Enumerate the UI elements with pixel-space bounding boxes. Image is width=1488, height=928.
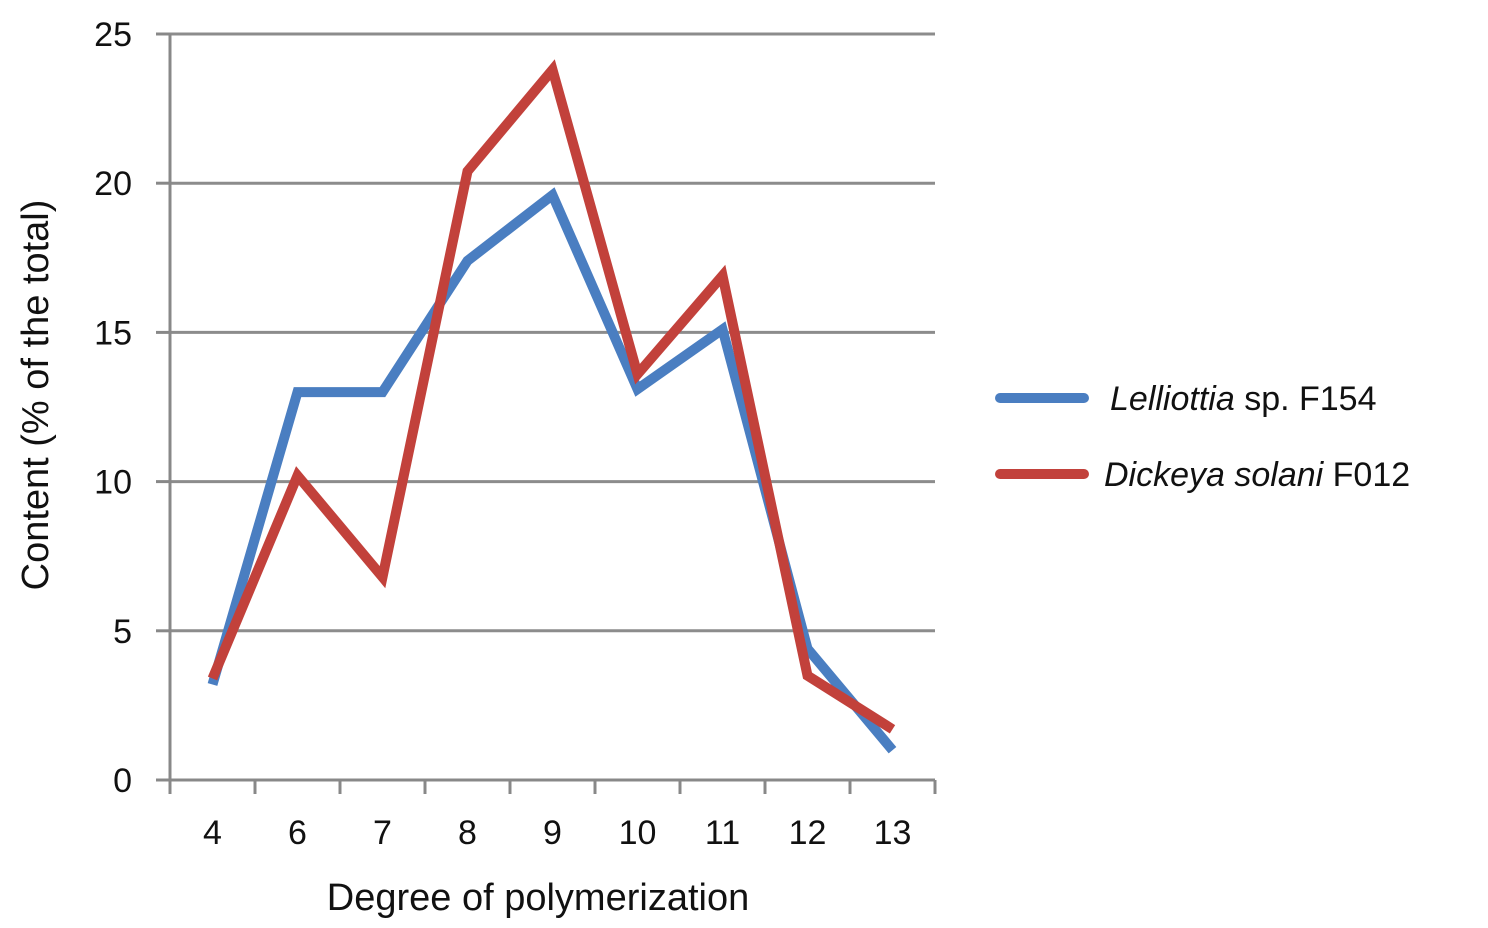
legend-label-series-2: Dickeya solani F012 bbox=[1104, 456, 1410, 494]
x-tick-label-7: 7 bbox=[373, 814, 392, 852]
y-tick-label-10: 10 bbox=[94, 464, 132, 502]
series-lines bbox=[207, 59, 898, 755]
legend-label-series-1: Lelliottia sp. F154 bbox=[1110, 380, 1377, 418]
legend-item-series-2: Dickeya solani F012 bbox=[995, 456, 1410, 494]
data-point-series-1-13 bbox=[888, 745, 898, 755]
x-tick-label-8: 8 bbox=[458, 814, 477, 852]
y-tick-label-15: 15 bbox=[94, 314, 132, 352]
series-line-1 bbox=[207, 187, 897, 754]
y-axis-title: Content (% of the total) bbox=[15, 200, 57, 591]
data-point-series-2-13 bbox=[888, 724, 898, 734]
legend: Lelliottia sp. F154 Dickeya solani F012 bbox=[995, 380, 1410, 494]
data-point-series-2-12 bbox=[803, 671, 813, 681]
data-point-series-2-8 bbox=[463, 166, 473, 176]
data-point-series-2-10 bbox=[633, 369, 643, 379]
x-tick-label-11: 11 bbox=[705, 814, 740, 852]
data-point-series-1-11 bbox=[718, 324, 728, 334]
x-tick-label-13: 13 bbox=[874, 814, 912, 852]
data-point-series-2-6 bbox=[293, 471, 303, 481]
data-point-series-1-7 bbox=[378, 387, 388, 397]
data-point-series-2-4 bbox=[208, 674, 218, 684]
y-tick-label-25: 25 bbox=[94, 16, 132, 54]
y-tick-label-20: 20 bbox=[94, 165, 132, 203]
x-tick-label-10: 10 bbox=[619, 814, 657, 852]
y-tick-label-0: 0 bbox=[113, 762, 132, 800]
gridlines bbox=[170, 32, 935, 633]
data-point-series-2-7 bbox=[378, 572, 388, 582]
x-tick-labels: 4 6 7 8 9 10 11 12 13 bbox=[203, 814, 911, 852]
data-point-series-1-10 bbox=[633, 384, 643, 394]
x-tick-label-4: 4 bbox=[203, 814, 222, 852]
axes bbox=[156, 32, 937, 794]
y-tick-labels: 0 5 10 15 20 25 bbox=[94, 16, 132, 800]
x-tick-label-9: 9 bbox=[543, 814, 562, 852]
data-point-series-1-8 bbox=[463, 256, 473, 266]
x-tick-label-6: 6 bbox=[288, 814, 307, 852]
y-tick-label-5: 5 bbox=[113, 613, 132, 651]
legend-item-series-1: Lelliottia sp. F154 bbox=[995, 380, 1377, 418]
data-point-series-1-6 bbox=[293, 387, 303, 397]
data-point-series-2-9 bbox=[548, 65, 558, 75]
x-tick-label-12: 12 bbox=[789, 814, 827, 852]
series-line-2 bbox=[207, 59, 896, 734]
data-point-series-1-9 bbox=[548, 190, 558, 200]
x-axis-title: Degree of polymerization bbox=[327, 877, 749, 919]
data-point-series-2-11 bbox=[718, 271, 728, 281]
